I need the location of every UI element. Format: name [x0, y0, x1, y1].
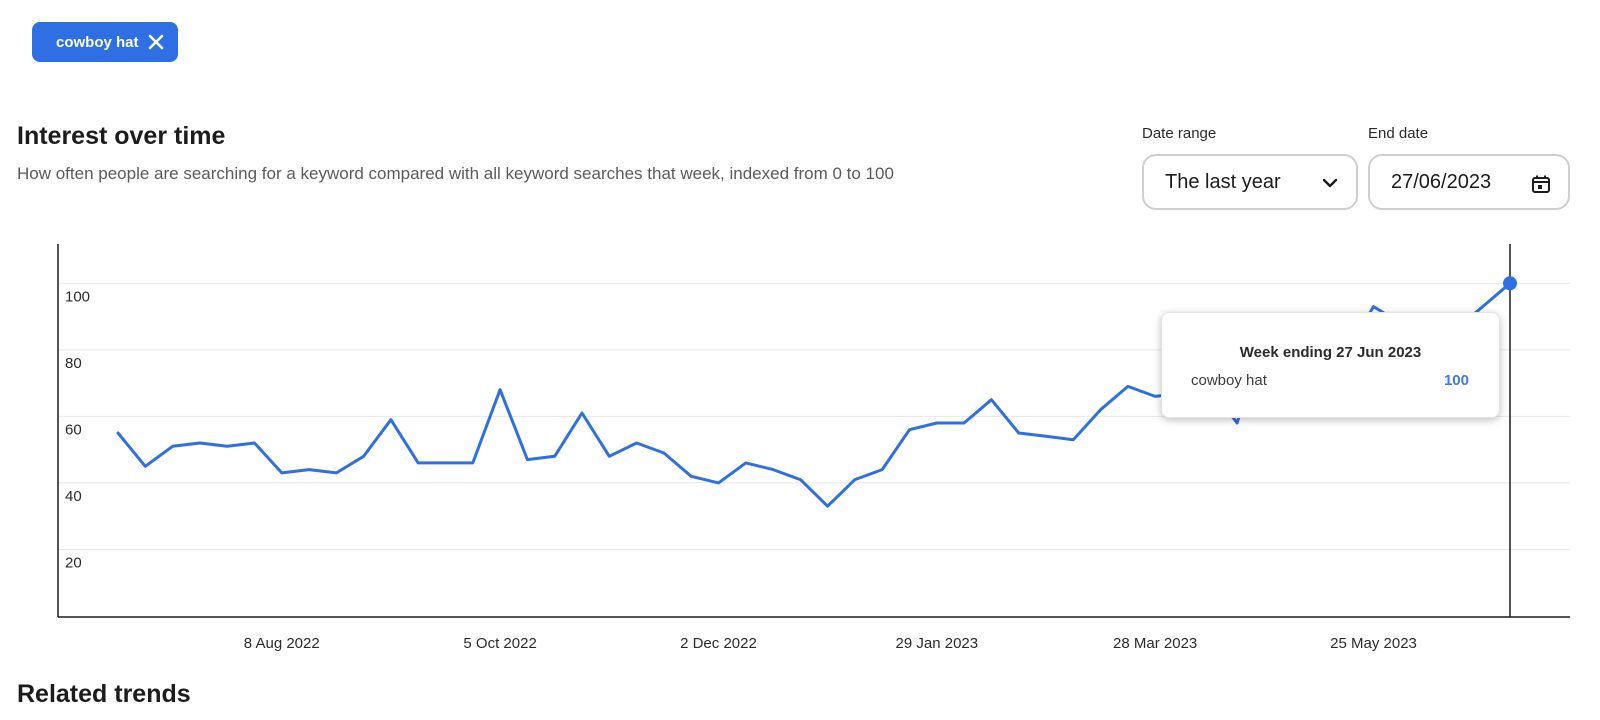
keyword-chip[interactable]: cowboy hat	[32, 22, 178, 62]
end-date-value: 27/06/2023	[1391, 170, 1492, 193]
x-tick-label: 25 May 2023	[1330, 635, 1417, 652]
y-tick-label: 80	[65, 355, 82, 372]
x-tick-label: 28 Mar 2023	[1113, 635, 1197, 652]
page-title: Interest over time	[17, 122, 226, 150]
date-range-select[interactable]: The last year	[1142, 154, 1358, 210]
calendar-icon[interactable]	[1530, 173, 1552, 195]
tooltip-value: 100	[1443, 372, 1469, 389]
y-tick-label: 20	[65, 554, 82, 571]
y-tick-label: 100	[65, 288, 90, 305]
highlighted-point[interactable]	[1503, 276, 1517, 291]
section-subtitle: How often people are searching for a key…	[17, 164, 894, 183]
date-range-label: Date range	[1142, 125, 1217, 142]
chart-gridlines	[58, 282, 1570, 550]
keyword-chip-label: cowboy hat	[56, 33, 139, 51]
close-icon[interactable]	[146, 32, 166, 52]
end-date-field[interactable]: 27/06/2023	[1368, 154, 1570, 210]
date-range-value: The last year	[1165, 170, 1281, 193]
x-tick-label: 29 Jan 2023	[896, 635, 979, 652]
y-tick-label: 40	[65, 488, 82, 505]
y-tick-label: 60	[65, 421, 82, 438]
chart-x-ticks: 8 Aug 2022 5 Oct 2022 2 Dec 2022 29 Jan 202…	[244, 635, 1417, 652]
chart-y-ticks: 20 40 60 80 100	[65, 288, 90, 571]
end-date-label: End date	[1368, 125, 1429, 142]
tooltip-series-name: cowboy hat	[1191, 372, 1267, 389]
x-tick-label: 8 Aug 2022	[244, 635, 320, 652]
tooltip-title: Week ending 27 Jun 2023	[1239, 344, 1422, 361]
related-trends-title: Related trends	[17, 680, 191, 708]
x-tick-label: 5 Oct 2022	[463, 635, 536, 652]
x-tick-label: 2 Dec 2022	[680, 635, 757, 652]
interest-over-time-chart: 20 40 60 80 100 8 Aug 2022 5 Oct 2022 2 Dec 20…	[57, 244, 1570, 652]
chevron-down-icon	[1322, 178, 1338, 188]
chart-tooltip: Week ending 27 Jun 2023 cowboy hat 100	[1161, 312, 1500, 418]
